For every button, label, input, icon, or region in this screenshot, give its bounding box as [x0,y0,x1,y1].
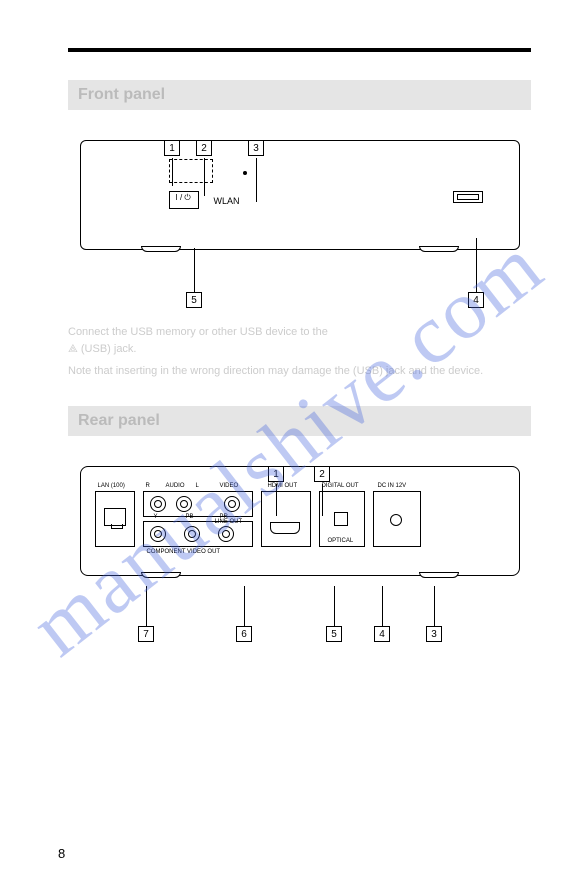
digital-group: DIGITAL OUT OPTICAL [319,491,365,547]
pb-label: PB [186,514,194,520]
device-front-outline: WLAN I / ⏻ [80,140,520,250]
audio-group: R AUDIO L VIDEO [143,491,253,517]
remote-sensor [169,159,213,183]
audio-r-jack [150,496,166,512]
front-desc-line2: (USB) jack. [81,343,137,355]
rear-ports-strip: LAN (100) R AUDIO L VIDEO LINE OUT [95,491,505,551]
rear-callout-4: 4 [374,626,390,642]
callout-line [382,586,383,626]
digital-label: DIGITAL OUT [322,483,359,489]
y-jack [150,526,166,542]
foot-right [419,246,459,252]
top-rule [68,48,531,52]
rear-callout-3: 3 [426,626,442,642]
video-jack [224,496,240,512]
callout-line [476,238,477,292]
callout-line [434,586,435,626]
hdmi-port [270,522,300,534]
rear-diagram: 1 2 LAN (100) R AUDIO L VIDEO [68,466,531,666]
usb-symbol: ⟁ [68,342,78,355]
front-desc-line1: Connect the USB memory or other USB devi… [68,326,328,338]
optical-port [334,512,348,526]
callout-line [334,586,335,626]
optical-label: OPTICAL [328,538,354,544]
callout-line [146,586,147,626]
video-label: VIDEO [220,483,239,489]
rear-foot-right [419,572,459,578]
page-number: 8 [58,846,65,861]
wlan-label: WLAN [214,196,240,206]
front-diagram: 1 2 3 WLAN I / ⏻ 5 4 [68,140,531,310]
r-label: R [146,483,150,489]
front-panel-heading: Front panel [68,80,531,110]
foot-left [141,246,181,252]
hdmi-label: HDMI OUT [268,483,298,489]
callout-line [194,248,195,292]
pr-jack [218,526,234,542]
power-symbol: I / ⏻ [176,193,191,203]
audio-l-jack [176,496,192,512]
rear-callout-6: 6 [236,626,252,642]
component-label: COMPONENT VIDEO OUT [147,549,221,555]
dcin-port [390,514,402,526]
callout-line [244,586,245,626]
lan-label: LAN (100) [98,483,125,489]
l-label: L [196,483,199,489]
dcin-group: DC IN 12V [373,491,421,547]
front-note: Note that inserting in the wrong directi… [68,363,531,380]
usb-slot [457,194,479,200]
callout-5: 5 [186,292,202,308]
rear-foot-left [141,572,181,578]
rear-panel-heading: Rear panel [68,406,531,436]
hdmi-group: HDMI OUT [261,491,311,547]
front-desc-1: Connect the USB memory or other USB devi… [68,324,531,357]
lan-port [104,508,126,526]
device-rear-outline: LAN (100) R AUDIO L VIDEO LINE OUT [80,466,520,576]
dcin-label: DC IN 12V [378,483,407,489]
wlan-led [243,171,247,175]
y-label: Y [154,514,158,520]
audio-label: AUDIO [166,483,185,489]
rear-callout-7: 7 [138,626,154,642]
lan-group: LAN (100) [95,491,135,547]
pb-jack [184,526,200,542]
component-group: Y PB PR [143,521,253,547]
rear-callout-5: 5 [326,626,342,642]
pr-label: PR [220,514,228,520]
callout-4: 4 [468,292,484,308]
